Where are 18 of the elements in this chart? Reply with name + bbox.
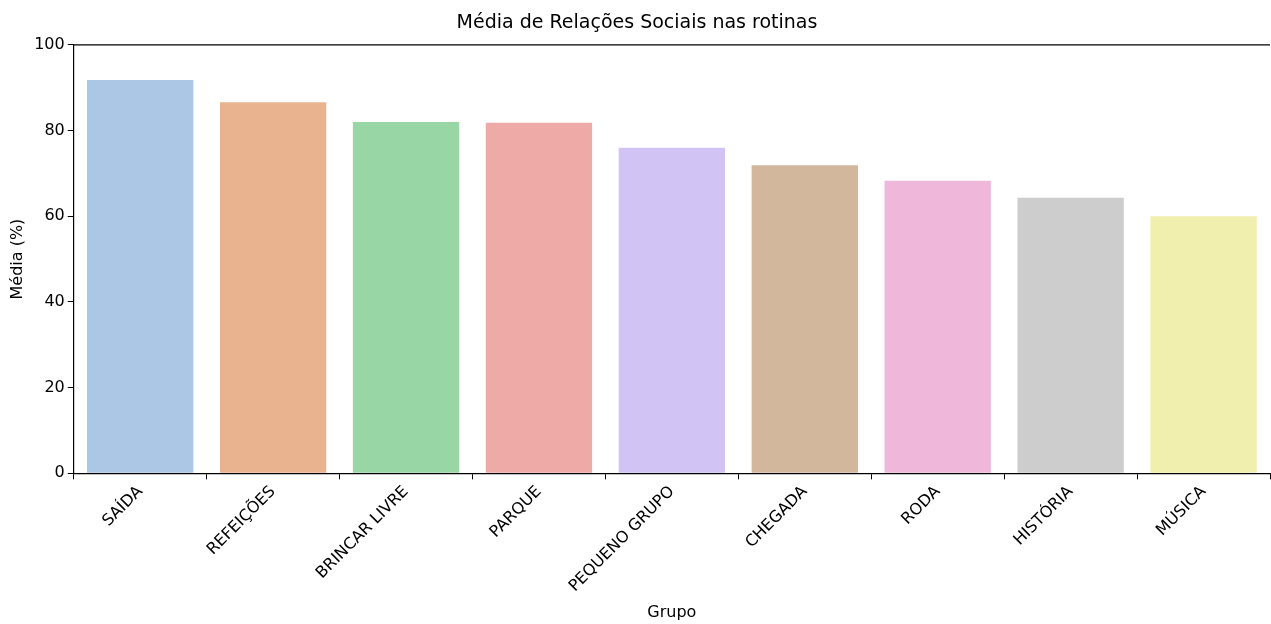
chart-title: Média de Relações Sociais nas rotinas — [456, 10, 818, 33]
x-axis-title: Grupo — [647, 601, 697, 621]
y-tick-label: 80 — [44, 119, 65, 139]
y-tick-label: 60 — [44, 205, 65, 225]
bar — [618, 147, 726, 473]
bar — [751, 165, 858, 473]
y-tick-label: 40 — [44, 291, 65, 311]
bar — [485, 122, 593, 473]
bar — [219, 102, 327, 473]
bar — [352, 121, 460, 473]
y-tick-label: 20 — [44, 376, 65, 396]
bar — [884, 180, 991, 473]
y-tick-label: 0 — [54, 462, 65, 482]
bar — [87, 79, 194, 473]
bar — [1017, 197, 1124, 473]
y-axis-title: Média (%) — [6, 218, 26, 300]
y-tick-label: 100 — [34, 33, 65, 53]
bar — [1150, 216, 1257, 473]
